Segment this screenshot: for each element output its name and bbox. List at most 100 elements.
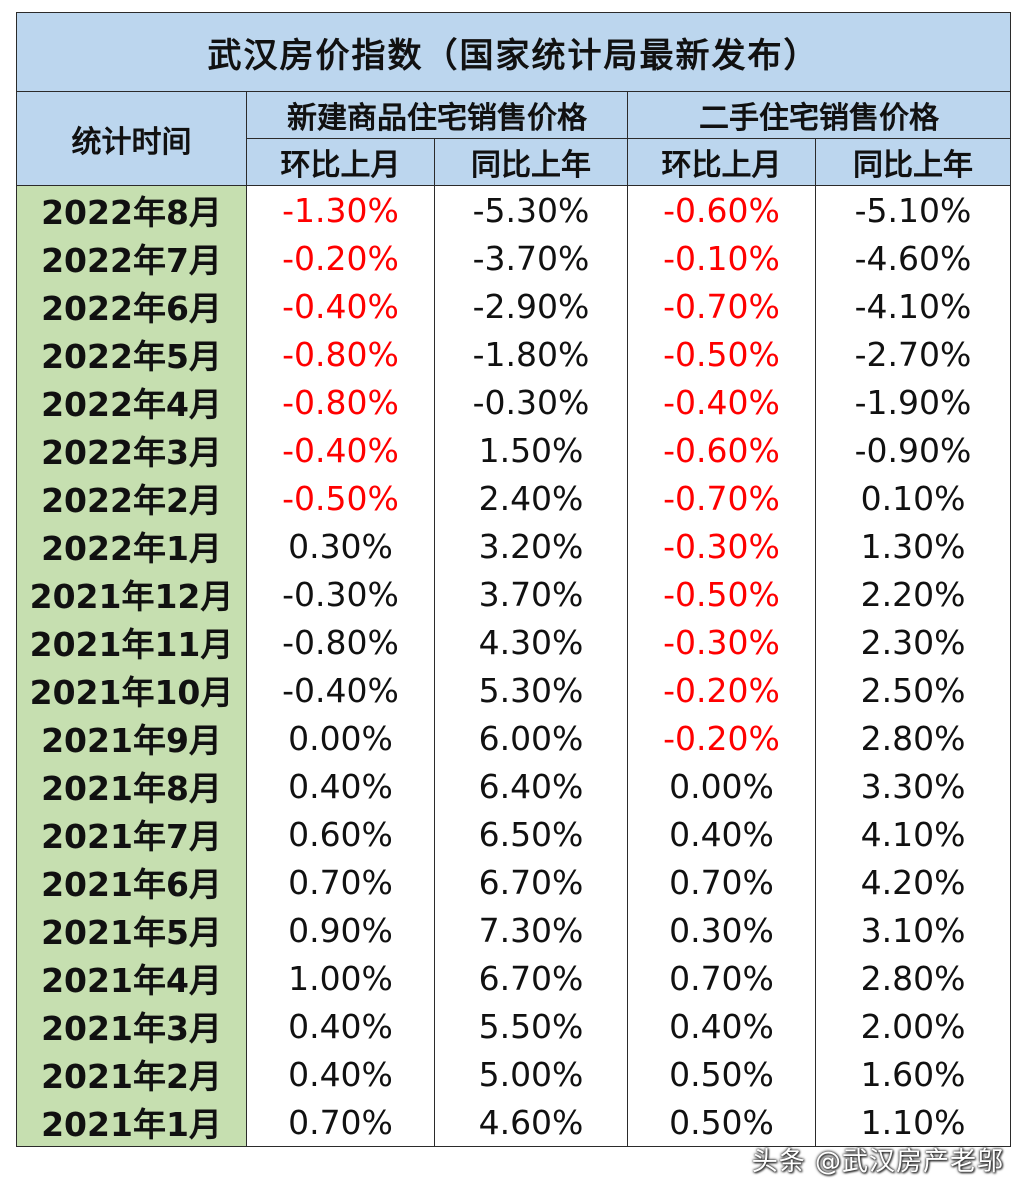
header-new-housing: 新建商品住宅销售价格 xyxy=(246,91,628,139)
table-row: 2021年12月 -0.30% 3.70% -0.50% 2.20% xyxy=(16,570,1012,618)
sec-yoy-cell: 2.30% xyxy=(814,618,1012,666)
sec-mom-cell: 0.30% xyxy=(627,906,816,954)
table-row: 2021年9月 0.00% 6.00% -0.20% 2.80% xyxy=(16,714,1012,762)
date-cell: 2021年1月 xyxy=(16,1098,247,1147)
sec-yoy-cell: 1.10% xyxy=(814,1098,1012,1147)
date-cell: 2021年4月 xyxy=(16,954,247,1002)
sec-yoy-cell: 4.20% xyxy=(814,858,1012,906)
sec-yoy-cell: 4.10% xyxy=(814,810,1012,858)
sec-mom-cell: -0.50% xyxy=(627,570,816,618)
sec-mom-cell: 0.40% xyxy=(627,1002,816,1050)
table-row: 2022年5月 -0.80% -1.80% -0.50% -2.70% xyxy=(16,330,1012,378)
date-cell: 2021年8月 xyxy=(16,762,247,810)
table-row: 2021年11月 -0.80% 4.30% -0.30% 2.30% xyxy=(16,618,1012,666)
new-mom-cell: -1.30% xyxy=(246,185,435,234)
table-row: 2022年8月 -1.30% -5.30% -0.60% -5.10% xyxy=(16,185,1012,234)
table-row: 2022年7月 -0.20% -3.70% -0.10% -4.60% xyxy=(16,234,1012,282)
table-row: 2021年1月 0.70% 4.60% 0.50% 1.10% xyxy=(16,1098,1012,1147)
table-row: 2022年2月 -0.50% 2.40% -0.70% 0.10% xyxy=(16,474,1012,522)
new-mom-cell: -0.80% xyxy=(246,330,435,378)
sec-mom-cell: 0.50% xyxy=(627,1050,816,1098)
new-mom-cell: 0.40% xyxy=(246,1050,435,1098)
date-cell: 2022年2月 xyxy=(16,474,247,522)
sec-yoy-cell: 1.30% xyxy=(814,522,1012,570)
new-yoy-cell: -3.70% xyxy=(434,234,628,282)
new-yoy-cell: -2.90% xyxy=(434,282,628,330)
sec-mom-cell: 0.70% xyxy=(627,858,816,906)
new-yoy-cell: 6.40% xyxy=(434,762,628,810)
date-cell: 2021年10月 xyxy=(16,666,247,714)
date-cell: 2022年4月 xyxy=(16,378,247,426)
sec-mom-cell: -0.20% xyxy=(627,666,816,714)
date-cell: 2021年11月 xyxy=(16,618,247,666)
sec-mom-cell: -0.50% xyxy=(627,330,816,378)
sec-yoy-cell: 3.30% xyxy=(814,762,1012,810)
header-second-yoy: 同比上年 xyxy=(814,138,1012,186)
new-yoy-cell: 6.70% xyxy=(434,954,628,1002)
sec-yoy-cell: -4.60% xyxy=(814,234,1012,282)
new-yoy-cell: 6.00% xyxy=(434,714,628,762)
new-yoy-cell: 1.50% xyxy=(434,426,628,474)
new-yoy-cell: 4.60% xyxy=(434,1098,628,1147)
new-mom-cell: 0.70% xyxy=(246,1098,435,1147)
new-yoy-cell: 3.20% xyxy=(434,522,628,570)
new-mom-cell: -0.40% xyxy=(246,666,435,714)
sec-mom-cell: 0.00% xyxy=(627,762,816,810)
price-index-table: 武汉房价指数（国家统计局最新发布） 统计时间 新建商品住宅销售价格 二手住宅销售… xyxy=(15,12,1012,1147)
new-yoy-cell: 5.30% xyxy=(434,666,628,714)
new-mom-cell: -0.50% xyxy=(246,474,435,522)
new-yoy-cell: 5.50% xyxy=(434,1002,628,1050)
table-row: 2021年6月 0.70% 6.70% 0.70% 4.20% xyxy=(16,858,1012,906)
header-new-mom: 环比上月 xyxy=(246,138,435,186)
new-yoy-cell: -0.30% xyxy=(434,378,628,426)
table-body: 2022年8月 -1.30% -5.30% -0.60% -5.10% 2022年7月 -0… xyxy=(16,185,1012,1147)
new-mom-cell: -0.40% xyxy=(246,282,435,330)
date-cell: 2022年6月 xyxy=(16,282,247,330)
sec-mom-cell: -0.20% xyxy=(627,714,816,762)
new-mom-cell: -0.40% xyxy=(246,426,435,474)
date-cell: 2021年2月 xyxy=(16,1050,247,1098)
date-cell: 2022年1月 xyxy=(16,522,247,570)
date-cell: 2022年3月 xyxy=(16,426,247,474)
sec-mom-cell: -0.10% xyxy=(627,234,816,282)
date-cell: 2022年7月 xyxy=(16,234,247,282)
date-cell: 2022年8月 xyxy=(16,185,247,234)
sec-mom-cell: -0.30% xyxy=(627,522,816,570)
table-title: 武汉房价指数（国家统计局最新发布） xyxy=(15,12,1012,92)
sec-yoy-cell: -5.10% xyxy=(814,185,1012,234)
new-mom-cell: 0.40% xyxy=(246,1002,435,1050)
sec-yoy-cell: 2.00% xyxy=(814,1002,1012,1050)
sec-yoy-cell: 2.50% xyxy=(814,666,1012,714)
sec-yoy-cell: 0.10% xyxy=(814,474,1012,522)
new-yoy-cell: 4.30% xyxy=(434,618,628,666)
sec-yoy-cell: 1.60% xyxy=(814,1050,1012,1098)
new-yoy-cell: 3.70% xyxy=(434,570,628,618)
header-second-hand: 二手住宅销售价格 xyxy=(626,91,1012,139)
watermark-text: 头条 @武汉房产老邬 xyxy=(751,1147,1004,1177)
sec-mom-cell: -0.30% xyxy=(627,618,816,666)
sec-mom-cell: -0.60% xyxy=(627,426,816,474)
sec-mom-cell: -0.70% xyxy=(627,282,816,330)
table-wrapper: 武汉房价指数（国家统计局最新发布） 统计时间 新建商品住宅销售价格 二手住宅销售… xyxy=(15,12,1012,1147)
date-cell: 2021年5月 xyxy=(16,906,247,954)
new-mom-cell: 0.30% xyxy=(246,522,435,570)
new-yoy-cell: 2.40% xyxy=(434,474,628,522)
table-row: 2021年3月 0.40% 5.50% 0.40% 2.00% xyxy=(16,1002,1012,1050)
new-mom-cell: -0.20% xyxy=(246,234,435,282)
new-yoy-cell: 6.70% xyxy=(434,858,628,906)
sec-mom-cell: -0.60% xyxy=(627,185,816,234)
date-cell: 2021年7月 xyxy=(16,810,247,858)
date-cell: 2022年5月 xyxy=(16,330,247,378)
new-yoy-cell: 6.50% xyxy=(434,810,628,858)
new-mom-cell: 1.00% xyxy=(246,954,435,1002)
date-cell: 2021年3月 xyxy=(16,1002,247,1050)
new-mom-cell: -0.30% xyxy=(246,570,435,618)
new-mom-cell: 0.90% xyxy=(246,906,435,954)
sec-yoy-cell: -2.70% xyxy=(814,330,1012,378)
table-row: 2021年8月 0.40% 6.40% 0.00% 3.30% xyxy=(16,762,1012,810)
date-cell: 2021年12月 xyxy=(16,570,247,618)
table-row: 2022年3月 -0.40% 1.50% -0.60% -0.90% xyxy=(16,426,1012,474)
table-row: 2021年4月 1.00% 6.70% 0.70% 2.80% xyxy=(16,954,1012,1002)
sec-mom-cell: 0.70% xyxy=(627,954,816,1002)
sec-yoy-cell: -0.90% xyxy=(814,426,1012,474)
